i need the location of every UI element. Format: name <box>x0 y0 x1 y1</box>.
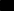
Line: 实施例1: 实施例1 <box>2 2 12 9</box>
Line: 对比1: 对比1 <box>2 2 11 9</box>
